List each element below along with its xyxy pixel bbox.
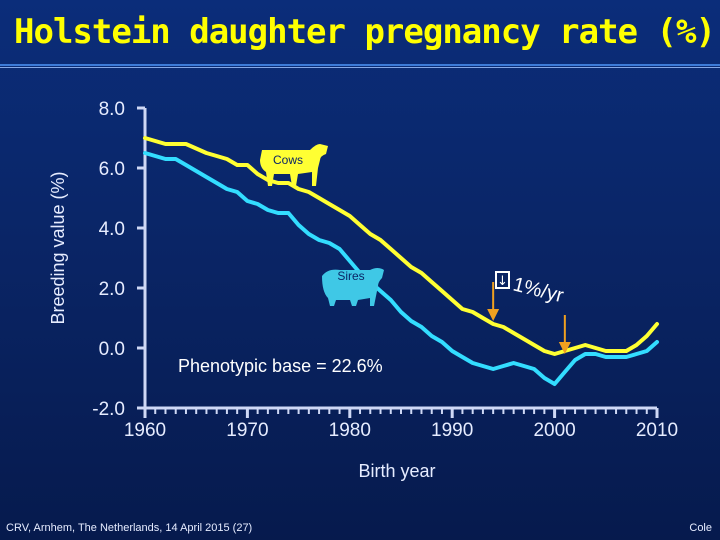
trend-arrow-1 — [487, 282, 500, 321]
trend-arrow-2 — [558, 315, 571, 354]
y-tick-label: 0.0 — [99, 339, 125, 360]
slide-title: Holstein daughter pregnancy rate (%) — [14, 12, 716, 52]
series-lines — [143, 136, 659, 386]
y-tick-label: 6.0 — [99, 159, 125, 180]
trend-arrows — [487, 282, 571, 354]
chart-labels: Breeding value (%) Birth year — [48, 171, 436, 481]
x-tick-label: 2010 — [636, 420, 678, 441]
cows-label: Cows — [273, 153, 303, 167]
bull-icon — [322, 268, 384, 306]
x-tick-label: 1970 — [226, 420, 268, 441]
y-tick-label: -2.0 — [92, 399, 125, 420]
svg-text:↓: ↓ — [497, 274, 508, 289]
footer-credit: CRV, Arnhem, The Netherlands, 14 April 2… — [6, 522, 253, 534]
cow-icon — [260, 144, 328, 186]
x-tick-label: 1990 — [431, 420, 473, 441]
y-tick-label: 8.0 — [99, 99, 125, 120]
series-line-cows — [143, 136, 659, 356]
footer-author: Cole — [689, 522, 712, 534]
phenotypic-base-label: Phenotypic base = 22.6% — [178, 356, 383, 376]
trend-rate-label: 1%/yr — [511, 274, 566, 308]
title-rule-shadow — [0, 67, 720, 68]
x-tick-label: 1980 — [329, 420, 371, 441]
trend-icon: ↓ — [495, 271, 510, 289]
series-line-sires — [143, 151, 659, 386]
axes: -2.0 0.0 2.0 4.0 6.0 8.0 1960 1970 1980 1990 2000 2… — [92, 99, 678, 441]
x-axis-title: Birth year — [358, 461, 435, 481]
sires-label: Sires — [337, 269, 364, 283]
y-axis-title: Breeding value (%) — [48, 171, 68, 324]
y-tick-label: 4.0 — [99, 219, 125, 240]
x-tick-label: 1960 — [124, 420, 166, 441]
x-tick-label: 2000 — [533, 420, 575, 441]
title-rule — [0, 64, 720, 66]
y-tick-label: 2.0 — [99, 279, 125, 300]
